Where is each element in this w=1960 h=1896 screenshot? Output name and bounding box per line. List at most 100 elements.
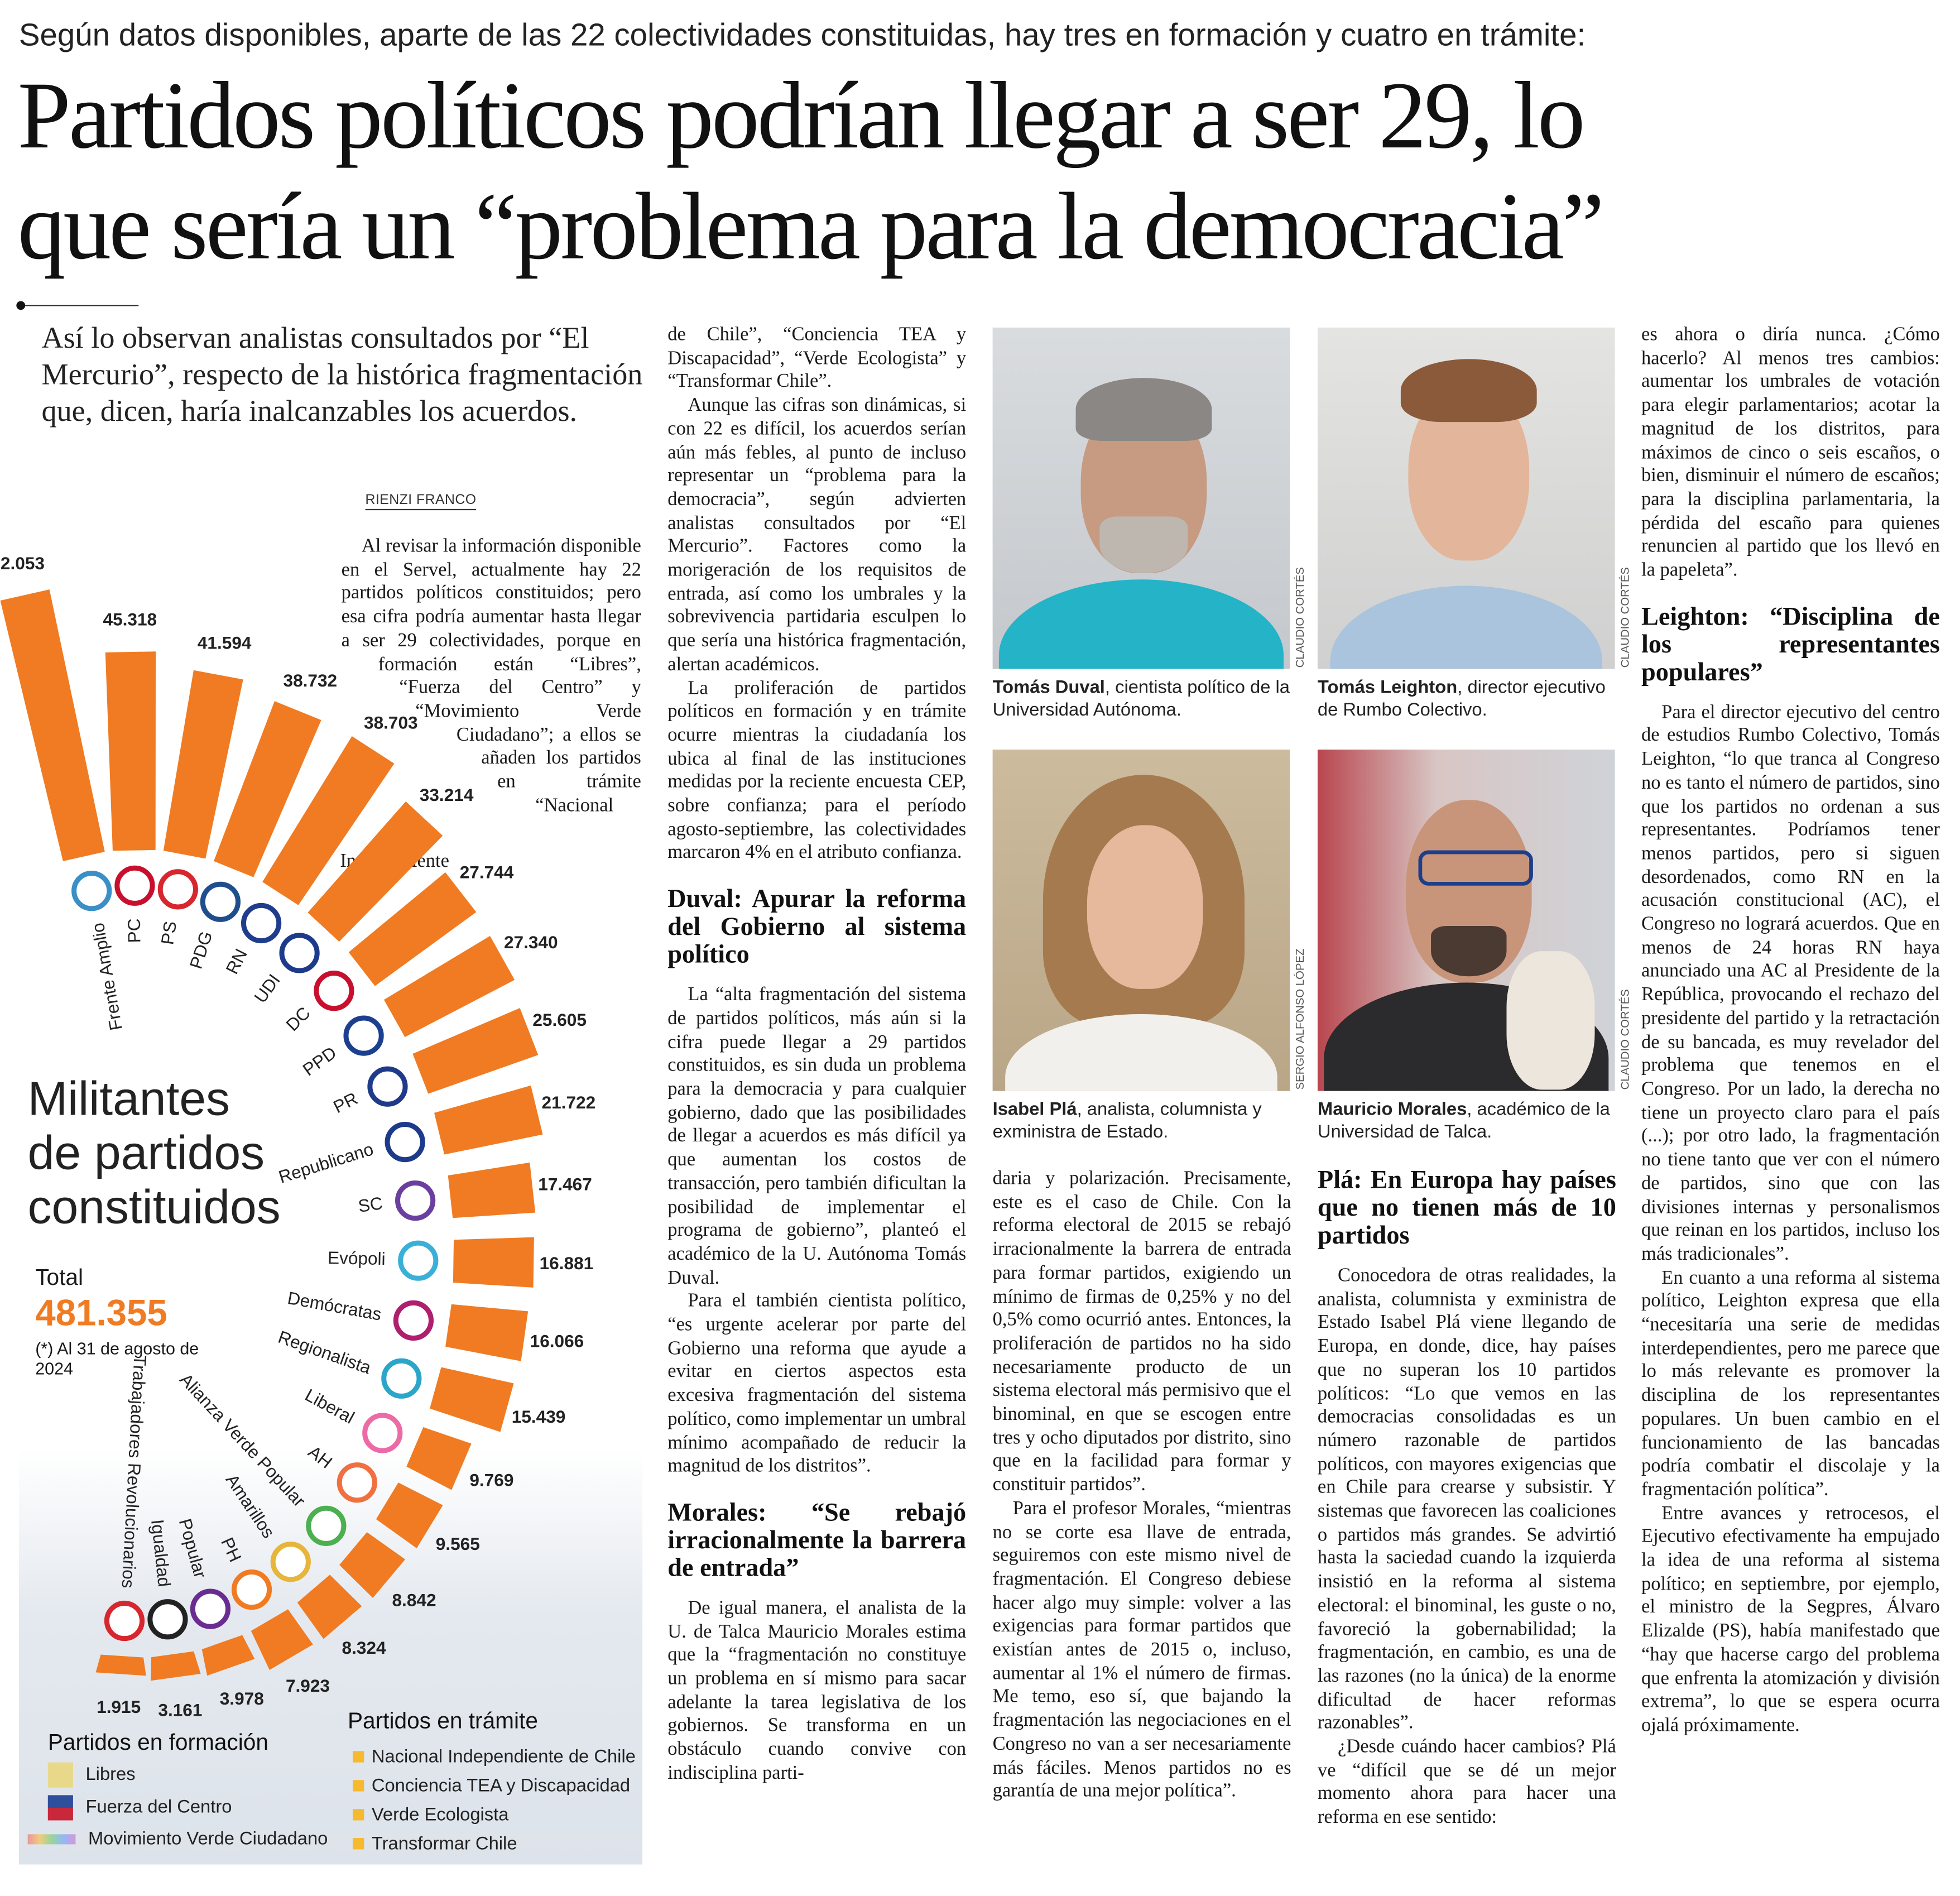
value-label: 1.915 — [97, 1697, 141, 1717]
paragraph: daria y polarización. Precisamente, este… — [992, 1168, 1291, 1496]
ppd-logo-icon — [343, 1015, 384, 1056]
caption-leighton: Tomás Leighton, director ejecutivo de Ru… — [1317, 678, 1606, 721]
party-label: PH — [217, 1534, 246, 1565]
bar-dc — [348, 872, 477, 986]
legend-tramite-item: Nacional Independiente de Chile — [352, 1746, 636, 1769]
evopoli-logo-icon — [398, 1240, 439, 1281]
bar-ah — [376, 1482, 443, 1549]
value-label: 25.605 — [532, 1010, 587, 1030]
party-label: AH — [305, 1442, 337, 1472]
value-label: 9.769 — [469, 1470, 513, 1490]
bar-popular — [201, 1635, 255, 1676]
bar-liberal — [406, 1427, 472, 1490]
headline: Partidos políticos podrían llegar a ser … — [17, 60, 1604, 282]
photo-isabel-pla — [992, 749, 1290, 1091]
party-label: Evópoli — [328, 1247, 386, 1269]
trabajadores-revolucionarios-logo-icon — [104, 1600, 145, 1641]
caption-pla: Isabel Plá, analista, columnista y exmin… — [992, 1100, 1262, 1143]
party-label: Popular — [175, 1516, 211, 1580]
legend-formacion-item: Movimiento Verde Ciudadano — [27, 1828, 328, 1851]
value-label: 33.214 — [420, 785, 474, 805]
fuerza-del-centro-logo-icon — [47, 1795, 73, 1821]
legend-tramite-item: Transformar Chile — [352, 1833, 517, 1856]
party-label: PPD — [299, 1043, 340, 1080]
paragraph: es ahora o diría nunca. ¿Cómo hacerlo? A… — [1641, 324, 1940, 581]
intro-paragraph: Al revisar la información disponible en … — [340, 535, 641, 872]
pc-logo-icon — [114, 865, 155, 906]
dc-logo-icon — [314, 971, 354, 1011]
photo-tomas-duval — [992, 327, 1290, 669]
popular-logo-icon — [190, 1588, 231, 1629]
value-label: 38.732 — [284, 670, 338, 690]
party-label: Trabajadores Revolucionarios — [118, 1355, 151, 1589]
headline-line-1: Partidos políticos podrían llegar a ser … — [17, 63, 1586, 169]
chart-title: Militantes de partidos constituidos — [27, 1073, 281, 1235]
total-label: Total — [35, 1265, 84, 1290]
value-label: 16.066 — [530, 1331, 584, 1351]
paragraph: Aunque las cifras son dinámicas, si con … — [667, 394, 967, 675]
regionalista-logo-icon — [381, 1358, 422, 1399]
value-label: 8.842 — [392, 1590, 436, 1610]
bar-udi — [308, 801, 443, 942]
paragraph: de Chile”, “Conciencia TEA y Discapacida… — [667, 324, 967, 392]
intro-text: Al revisar la información disponible en … — [340, 535, 641, 874]
legend-tramite-item: Conciencia TEA y Discapacidad — [352, 1775, 630, 1798]
igualdad-logo-icon — [147, 1599, 188, 1640]
paragraph: La proliferación de partidos políticos e… — [667, 677, 967, 864]
square-bullet-icon — [352, 1838, 364, 1850]
paragraph: Para el director ejecutivo del centro de… — [1641, 701, 1940, 1265]
subheading-leighton: Leighton: “Disciplina de los representan… — [1641, 603, 1940, 687]
bar-trabajadores-revolucionarios — [95, 1654, 146, 1676]
party-label: PDG — [185, 929, 216, 971]
ph-logo-icon — [231, 1569, 272, 1610]
bar-frente-amplio — [0, 589, 105, 861]
value-label: 27.744 — [460, 862, 514, 882]
photo-tomas-leighton — [1317, 327, 1615, 669]
party-label: SC — [357, 1193, 384, 1216]
total-note: (*) Al 31 de agosto de 2024 — [35, 1339, 199, 1379]
paragraph: ¿Desde cuándo hacer cambios? Plá ve “dif… — [1317, 1736, 1616, 1828]
ps-logo-icon — [157, 869, 198, 910]
party-label: Republicano — [276, 1139, 376, 1187]
paragraph: De igual manera, el analista de la U. de… — [667, 1597, 967, 1784]
party-label: Igualdad — [147, 1518, 175, 1587]
party-label: Regionalista — [276, 1327, 374, 1378]
deck: Así lo observan analistas consultados po… — [41, 322, 643, 429]
photo-credit: CLAUDIO CORTÉS — [1618, 567, 1631, 668]
article-column-3: daria y polarización. Precisamente, este… — [993, 1168, 1291, 1873]
article-column-4: Plá: En Europa hay países que no tienen … — [1318, 1149, 1616, 1873]
party-label: UDI — [250, 970, 284, 1006]
party-label: PS — [157, 920, 180, 946]
square-bullet-icon — [352, 1809, 364, 1821]
party-label: Demócratas — [286, 1288, 383, 1324]
udi-logo-icon — [279, 933, 320, 973]
libres-logo-icon — [47, 1762, 73, 1788]
value-label: 3.978 — [220, 1688, 264, 1708]
photo-mauricio-morales — [1317, 749, 1615, 1091]
bar-ps — [163, 670, 243, 859]
value-label: 41.594 — [198, 633, 252, 653]
militantes-chart: 62.053 Frente Amplio 45.318 PC 41.594 PS 38.73… — [0, 553, 595, 1720]
ah-logo-icon — [337, 1462, 377, 1503]
bar-pdg — [214, 701, 321, 877]
pr-logo-icon — [367, 1066, 408, 1107]
party-label: Frente Amplio — [88, 921, 126, 1032]
bar-regionalista — [430, 1367, 514, 1432]
paragraph: Para el profesor Morales, “mientras no s… — [992, 1497, 1291, 1802]
rn-logo-icon — [241, 903, 282, 944]
photo-credit: CLAUDIO CORTÉS — [1618, 989, 1631, 1090]
value-label: 8.324 — [342, 1638, 386, 1658]
movimiento-verde-logo-icon — [27, 1834, 76, 1845]
party-label: PC — [124, 918, 145, 943]
value-label: 17.467 — [538, 1174, 592, 1194]
paragraph: En cuanto a una reforma al sistema polít… — [1641, 1266, 1940, 1501]
value-label: 16.881 — [540, 1253, 594, 1273]
bar-evopoli — [453, 1237, 534, 1288]
value-label: 9.565 — [436, 1534, 480, 1554]
article-column-2: de Chile”, “Conciencia TEA y Discapacida… — [667, 324, 966, 1873]
photo-credit: CLAUDIO CORTÉS — [1294, 567, 1306, 668]
subheading-pla: Plá: En Europa hay países que no tienen … — [1317, 1167, 1616, 1250]
subheading-morales: Morales: “Se rebajó irracionalmente la b… — [667, 1499, 967, 1582]
caption-morales: Mauricio Morales, académico de la Univer… — [1317, 1100, 1610, 1143]
